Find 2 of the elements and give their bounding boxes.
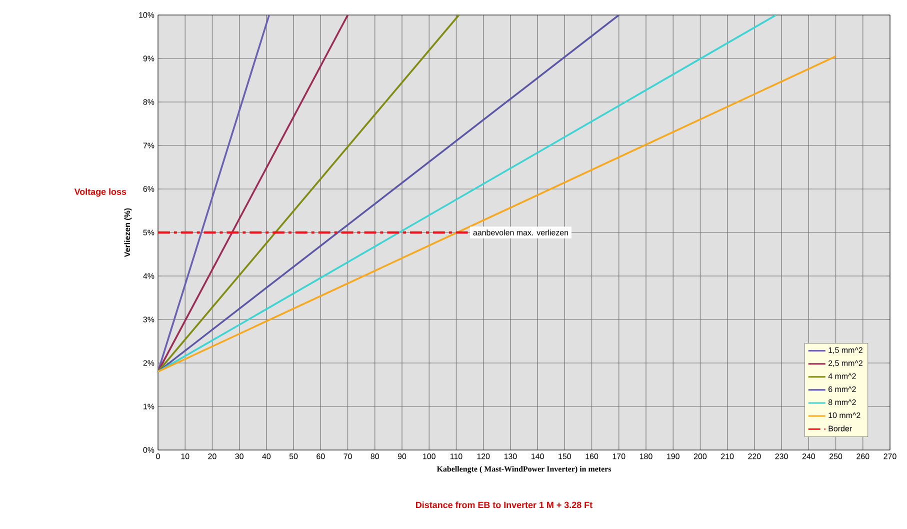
- text: Voltage loss: [74, 188, 126, 197]
- text: Distance from EB to Inverter 1 M + 3.28 Ft: [416, 502, 592, 508]
